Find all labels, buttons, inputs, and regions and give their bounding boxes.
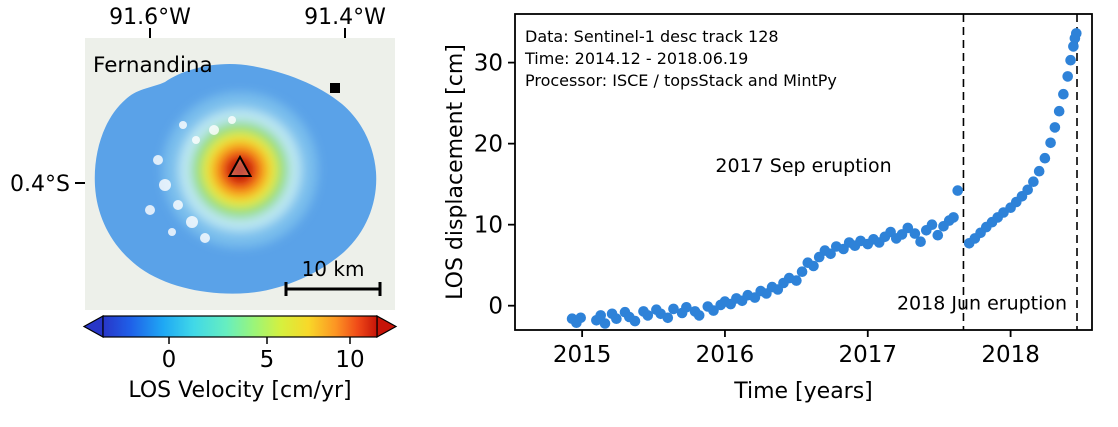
scatter-point [599, 318, 611, 329]
y-tick-label: 10 [474, 213, 503, 239]
scatter-point [926, 219, 938, 230]
x-tick-label: 2015 [553, 342, 612, 368]
y-axis-label: LOS displacement [cm] [443, 44, 468, 300]
square-marker [330, 83, 340, 93]
lat-tick-label: 0.4°S [10, 172, 70, 197]
colorbar-gradient [102, 315, 378, 338]
scale-bar-label: 10 km [302, 257, 365, 281]
incoherence-speckles [145, 116, 236, 243]
island-velocity-layer [94, 63, 377, 294]
eruption-annotation: 2017 Sep eruption [715, 155, 891, 177]
velocity-map-panel: 91.6°W 91.4°W 0.4°S [0, 0, 440, 427]
scatter-point [952, 185, 963, 196]
colorbar-left-arrow [82, 314, 104, 339]
scatter-point [662, 312, 674, 324]
scatter-point [611, 313, 622, 325]
scatter-point [1058, 88, 1069, 100]
x-tick-label: 2017 [838, 342, 897, 368]
axes-frame [514, 13, 1093, 331]
scatter-point [1071, 28, 1082, 39]
scatter-point [1068, 41, 1079, 52]
scatter-point [668, 303, 679, 315]
x-tick-label: 2018 [981, 342, 1040, 368]
scatter-point [1053, 105, 1065, 117]
scatter-point [796, 266, 808, 278]
scatter-point [1045, 137, 1056, 149]
scatter-point [915, 236, 926, 247]
scatter-point [595, 310, 606, 321]
lon-tick-label-left: 91.6°W [109, 5, 191, 30]
scatter-point [791, 275, 802, 286]
scatter-point [1062, 71, 1073, 82]
y-tick-label: 20 [474, 132, 503, 158]
colorbar-axis-label: LOS Velocity [cm/yr] [128, 378, 351, 403]
scatter-point [1049, 122, 1061, 133]
y-tick-label: 0 [488, 294, 503, 320]
map-title: Fernandina [93, 53, 213, 78]
info-text-line: Time: 2014.12 - 2018.06.19 [524, 49, 748, 68]
timeseries-plot: 2015 2016 2017 2018 0 10 20 30 Time [years] LOS d… [443, 13, 1093, 404]
scatter-point [932, 229, 944, 241]
caldera-uplift-signal [162, 92, 318, 248]
scatter-point [825, 248, 836, 260]
scatter-point [808, 260, 819, 272]
info-text-line: Data: Sentinel-1 desc track 128 [525, 27, 779, 46]
timeseries-plot-panel: 2015 2016 2017 2018 0 10 20 30 Time [years] LOS d… [440, 0, 1118, 427]
scatter-point [642, 310, 654, 321]
scatter-point [629, 315, 641, 327]
x-axis-label: Time [years] [733, 379, 873, 404]
scatter-point [708, 305, 719, 316]
scatter-point [902, 222, 914, 234]
scatter-point [1065, 54, 1076, 66]
scatter-point [1028, 176, 1039, 187]
colorbar-tick-label: 10 [335, 347, 364, 373]
colorbar-right-arrow [376, 314, 398, 339]
x-tick-label: 2016 [696, 342, 755, 368]
triangle-marker [227, 154, 253, 177]
scale-bar: 10 km [284, 257, 382, 296]
lon-tick-label-right: 91.4°W [304, 5, 386, 30]
scatter-point [575, 312, 586, 324]
scatter-point [909, 228, 921, 239]
scatter-point [1033, 165, 1045, 177]
colorbar: 0 5 10 LOS Velocity [cm/yr] [82, 314, 398, 403]
scatter-point [693, 310, 705, 321]
colorbar-tick-label: 0 [162, 347, 177, 373]
scatter-point [1039, 152, 1051, 164]
scatter-point [1022, 184, 1033, 196]
y-tick-label: 30 [474, 51, 503, 77]
eruption-annotation: 2018 Jun eruption [897, 293, 1067, 315]
scatter-point [681, 302, 692, 313]
info-text-line: Processor: ISCE / topsStack and MintPy [525, 71, 837, 90]
colorbar-tick-label: 5 [260, 347, 275, 373]
location-map: 91.6°W 91.4°W 0.4°S [10, 5, 398, 403]
scatter-point [948, 212, 959, 223]
